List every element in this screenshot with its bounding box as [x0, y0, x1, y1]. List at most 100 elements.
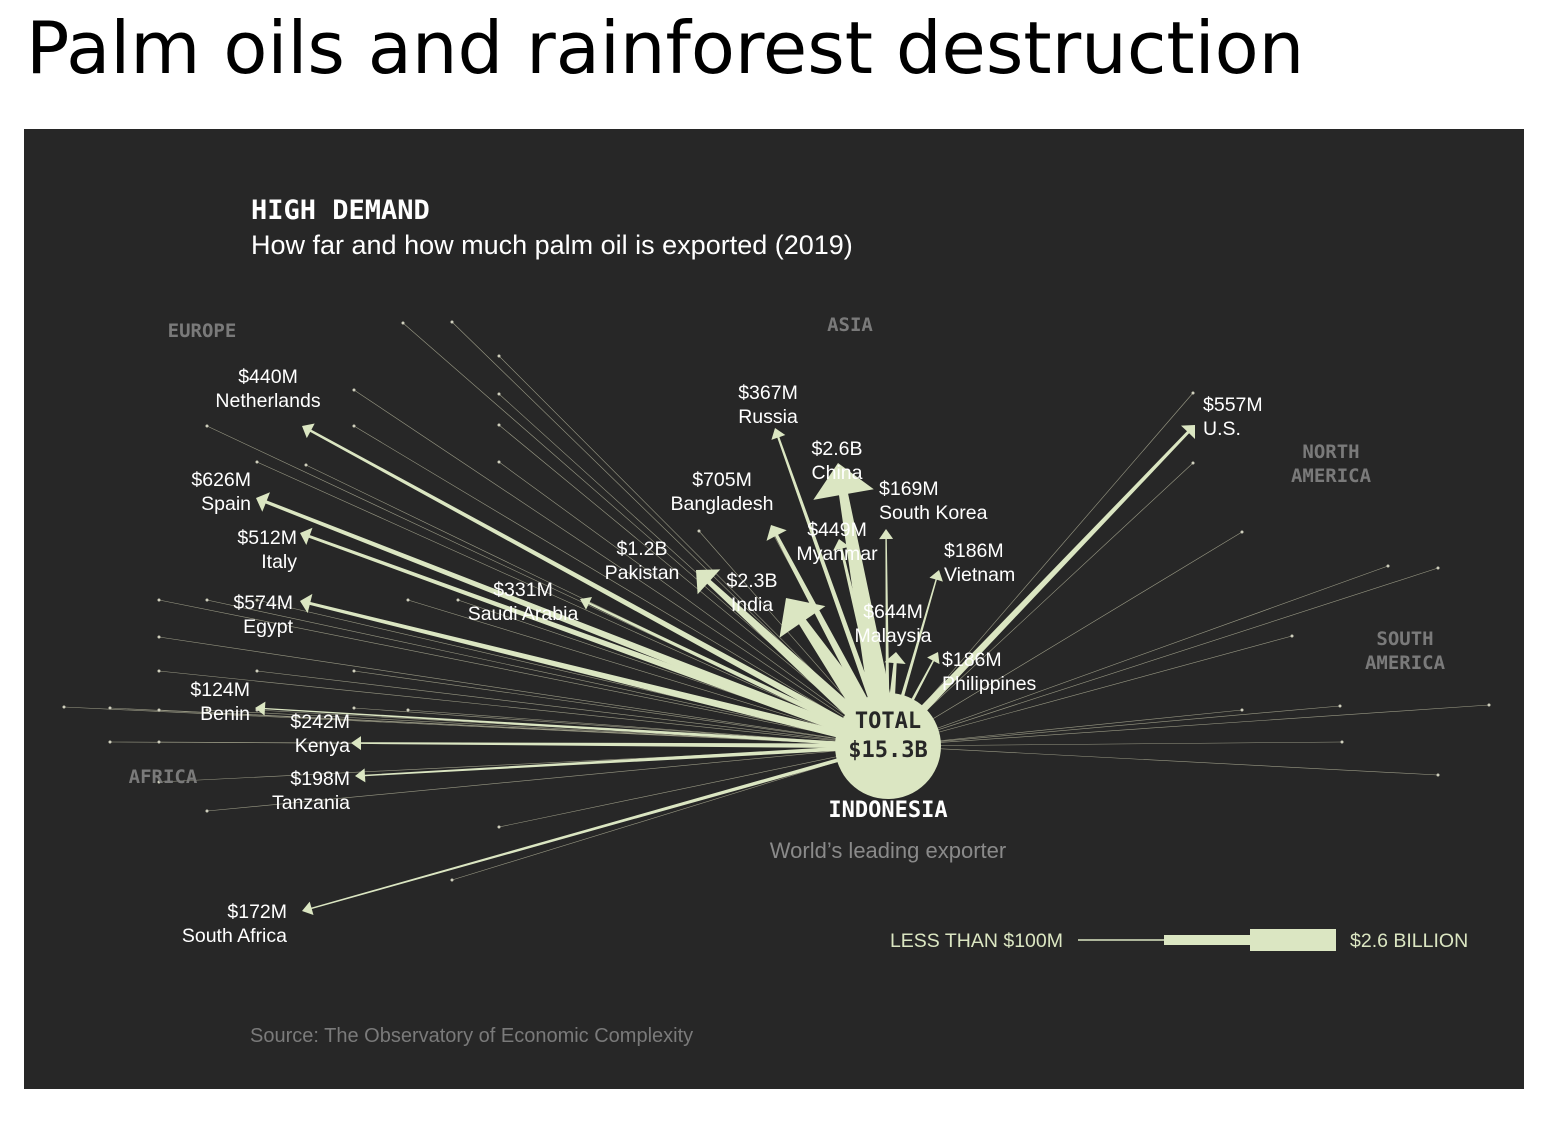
chart-panel: TOTAL $15.3B INDONESIA World’s leading e…: [24, 129, 1524, 1089]
minor-flow-endpoint: [157, 740, 161, 744]
chart-heading: HIGH DEMAND: [251, 195, 430, 226]
flow-country-u-s: U.S.: [1203, 418, 1241, 440]
flow-chart: TOTAL $15.3B INDONESIA World’s leading e…: [62, 195, 1491, 1047]
origin-country: INDONESIA: [828, 798, 947, 823]
page-title: Palm oils and rainforest destruction: [26, 6, 1305, 90]
flow-country-spain: Spain: [201, 493, 251, 515]
flow-value-egypt: $574M: [233, 592, 293, 614]
major-flow-arrows: [255, 423, 1195, 915]
minor-flow-line: [256, 461, 889, 747]
minor-flow-endpoint: [205, 598, 209, 602]
minor-flow-endpoint: [1191, 461, 1195, 465]
minor-flow-endpoint: [456, 598, 460, 602]
minor-flow-endpoint: [205, 708, 209, 712]
minor-flow-line: [887, 704, 1490, 747]
flow-arrow-benin: [255, 701, 889, 748]
flow-country-myanmar: Myanmar: [796, 543, 878, 565]
flow-country-egypt: Egypt: [243, 616, 293, 638]
minor-flow-line: [206, 745, 889, 812]
flow-country-philippines: Philippines: [942, 673, 1037, 695]
minor-flow-endpoint: [255, 460, 259, 464]
minor-flow-endpoint: [304, 463, 308, 467]
flow-value-saudi-arabia: $331M: [493, 579, 553, 601]
minor-flow-endpoint: [205, 424, 209, 428]
minor-flow-endpoint: [1340, 740, 1344, 744]
minor-flow-line: [158, 670, 889, 747]
flow-value-spain: $626M: [191, 469, 251, 491]
flow-arrow-italy: [300, 527, 890, 750]
minor-flow-endpoint: [352, 424, 356, 428]
flow-country-pakistan: Pakistan: [605, 562, 680, 584]
minor-flow-endpoint: [401, 321, 405, 325]
flow-value-vietnam: $186M: [944, 540, 1004, 562]
minor-flow-endpoint: [450, 878, 454, 882]
source-note: Source: The Observatory of Economic Comp…: [250, 1025, 693, 1047]
flow-arrow-egypt: [300, 593, 889, 750]
minor-flow-endpoint: [1240, 530, 1244, 534]
total-value: $15.3B: [848, 738, 927, 763]
flow-country-tanzania: Tanzania: [272, 792, 350, 814]
legend: LESS THAN $100M $2.6 BILLION: [890, 929, 1468, 952]
minor-flow-line: [158, 599, 889, 747]
minor-flow-line: [887, 635, 1293, 747]
flow-arrow-south-africa: [302, 744, 889, 915]
flow-value-philippines: $186M: [942, 649, 1002, 671]
minor-flow-endpoint: [352, 706, 356, 710]
minor-flow-endpoint: [1386, 564, 1390, 568]
flow-value-south-africa: $172M: [227, 901, 287, 923]
region-label-asia: ASIA: [827, 314, 873, 336]
flow-arrow-spain: [256, 492, 890, 751]
minor-flow-endpoint: [406, 598, 410, 602]
minor-flow-endpoint: [108, 740, 112, 744]
region-label-south-america: SOUTH: [1376, 628, 1433, 650]
minor-flow-endpoint: [1487, 703, 1491, 707]
flow-country-malaysia: Malaysia: [855, 625, 932, 647]
flow-arrow-saudi-arabia: [580, 597, 890, 749]
minor-flow-line: [887, 741, 1343, 747]
region-label-north-america: NORTH: [1302, 441, 1359, 463]
minor-flow-endpoint: [157, 780, 161, 784]
flow-country-benin: Benin: [200, 703, 250, 725]
flow-arrow-kenya: [351, 736, 888, 751]
minor-flow-endpoint: [108, 706, 112, 710]
minor-flow-endpoint: [255, 669, 259, 673]
flow-value-tanzania: $198M: [290, 768, 350, 790]
minor-flow-endpoint: [205, 809, 209, 813]
minor-flow-line: [887, 531, 1243, 747]
region-label-europe: EUROPE: [168, 320, 237, 342]
minor-flow-line: [498, 745, 889, 828]
minor-flow-line: [887, 565, 1389, 747]
minor-flow-line: [498, 461, 889, 747]
flow-arrow-russia: [771, 428, 891, 747]
minor-flow-line: [887, 705, 1341, 747]
minor-flow-lines: [62, 320, 1491, 882]
minor-flow-line: [158, 636, 889, 747]
minor-flow-line: [887, 745, 1439, 776]
flow-arrow-china: [813, 463, 901, 749]
region-label-north-america-line2: AMERICA: [1291, 465, 1372, 487]
minor-flow-line: [887, 567, 1439, 747]
legend-max-label: $2.6 BILLION: [1350, 930, 1468, 952]
flow-value-malaysia: $644M: [863, 601, 923, 623]
flow-value-netherlands: $440M: [238, 366, 298, 388]
legend-min-label: LESS THAN $100M: [890, 930, 1063, 952]
flow-country-bangladesh: Bangladesh: [670, 493, 773, 515]
flow-arrow-pakistan: [696, 569, 893, 752]
minor-flow-endpoint: [62, 705, 66, 709]
flow-country-india: India: [731, 594, 773, 616]
minor-flow-endpoint: [1338, 704, 1342, 708]
minor-flow-endpoint: [1191, 391, 1195, 395]
legend-bar-medium: [1164, 935, 1250, 945]
flow-country-china: China: [812, 462, 863, 484]
flow-country-saudi-arabia: Saudi Arabia: [468, 603, 579, 625]
region-label-south-america-line2: AMERICA: [1365, 652, 1446, 674]
minor-flow-endpoint: [157, 708, 161, 712]
flow-country-netherlands: Netherlands: [215, 390, 320, 412]
origin-total-circle: [835, 693, 941, 799]
flow-country-russia: Russia: [738, 406, 798, 428]
minor-flow-endpoint: [450, 320, 454, 324]
minor-flow-endpoint: [1290, 634, 1294, 638]
flow-value-benin: $124M: [190, 679, 250, 701]
